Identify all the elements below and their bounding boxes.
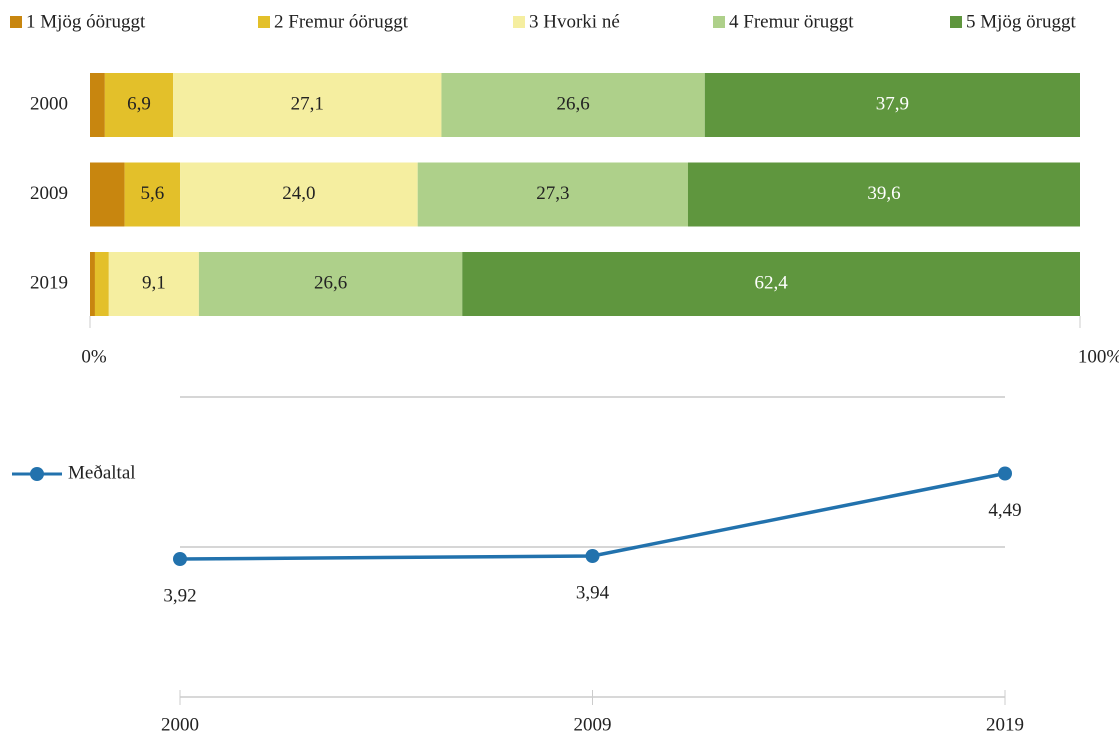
legend-swatch [10, 16, 22, 28]
x-tick-label: 100% [1078, 346, 1119, 367]
data-label: 62,4 [754, 272, 788, 293]
bar-segment [90, 252, 95, 316]
legend-label: 4 Fremur öruggt [729, 11, 854, 32]
y-tick-label: 2019 [30, 272, 68, 293]
legend-swatch [713, 16, 725, 28]
data-label: 3,94 [576, 582, 610, 603]
x-tick-label: 0% [81, 346, 107, 367]
legend-label: Meðaltal [68, 462, 136, 483]
bar-segment [90, 162, 125, 227]
bar-segment [441, 73, 705, 137]
data-label: 4,49 [988, 500, 1021, 521]
point [173, 552, 187, 566]
data-label: 37,9 [876, 93, 909, 114]
bar-segment [94, 252, 109, 316]
legend-label: 1 Mjög óöruggt [26, 11, 146, 32]
legend-swatch [513, 16, 525, 28]
data-label: 9,1 [142, 272, 166, 293]
legend-marker [30, 467, 44, 481]
bar-segment [173, 73, 442, 137]
bar-segment [462, 252, 1080, 316]
line [179, 471, 1006, 561]
data-label: 26,6 [556, 93, 589, 114]
legend-label: 2 Fremur óöruggt [274, 11, 409, 32]
x-tick-label: 2009 [574, 714, 612, 735]
data-label: 39,6 [867, 183, 900, 204]
data-label: 27,3 [536, 183, 569, 204]
legend-swatch [950, 16, 962, 28]
bar-segment [90, 73, 105, 137]
data-label: 27,1 [291, 93, 324, 114]
y-tick-label: 2009 [30, 183, 68, 204]
bar-segment [124, 162, 181, 227]
legend-swatch [258, 16, 270, 28]
x-tick-label: 2019 [986, 714, 1024, 735]
bar-segment [180, 162, 418, 227]
data-label: 3,92 [163, 585, 196, 606]
point [998, 466, 1012, 481]
y-tick-label: 2000 [30, 93, 68, 114]
bar-segment [104, 73, 174, 137]
bar-segment [417, 162, 688, 227]
bar-segment [687, 162, 1080, 227]
data-label: 5,6 [140, 183, 164, 204]
data-label: 6,9 [127, 93, 151, 114]
legend-label: 5 Mjög öruggt [966, 11, 1077, 32]
legend-label: 3 Hvorki né [529, 11, 620, 32]
point [585, 549, 600, 563]
data-label: 24,0 [282, 183, 315, 204]
bar-segment [108, 252, 199, 316]
bar-segment [704, 73, 1080, 137]
data-label: 26,6 [314, 272, 347, 293]
bar-segment [198, 252, 463, 316]
x-tick-label: 2000 [161, 714, 199, 735]
